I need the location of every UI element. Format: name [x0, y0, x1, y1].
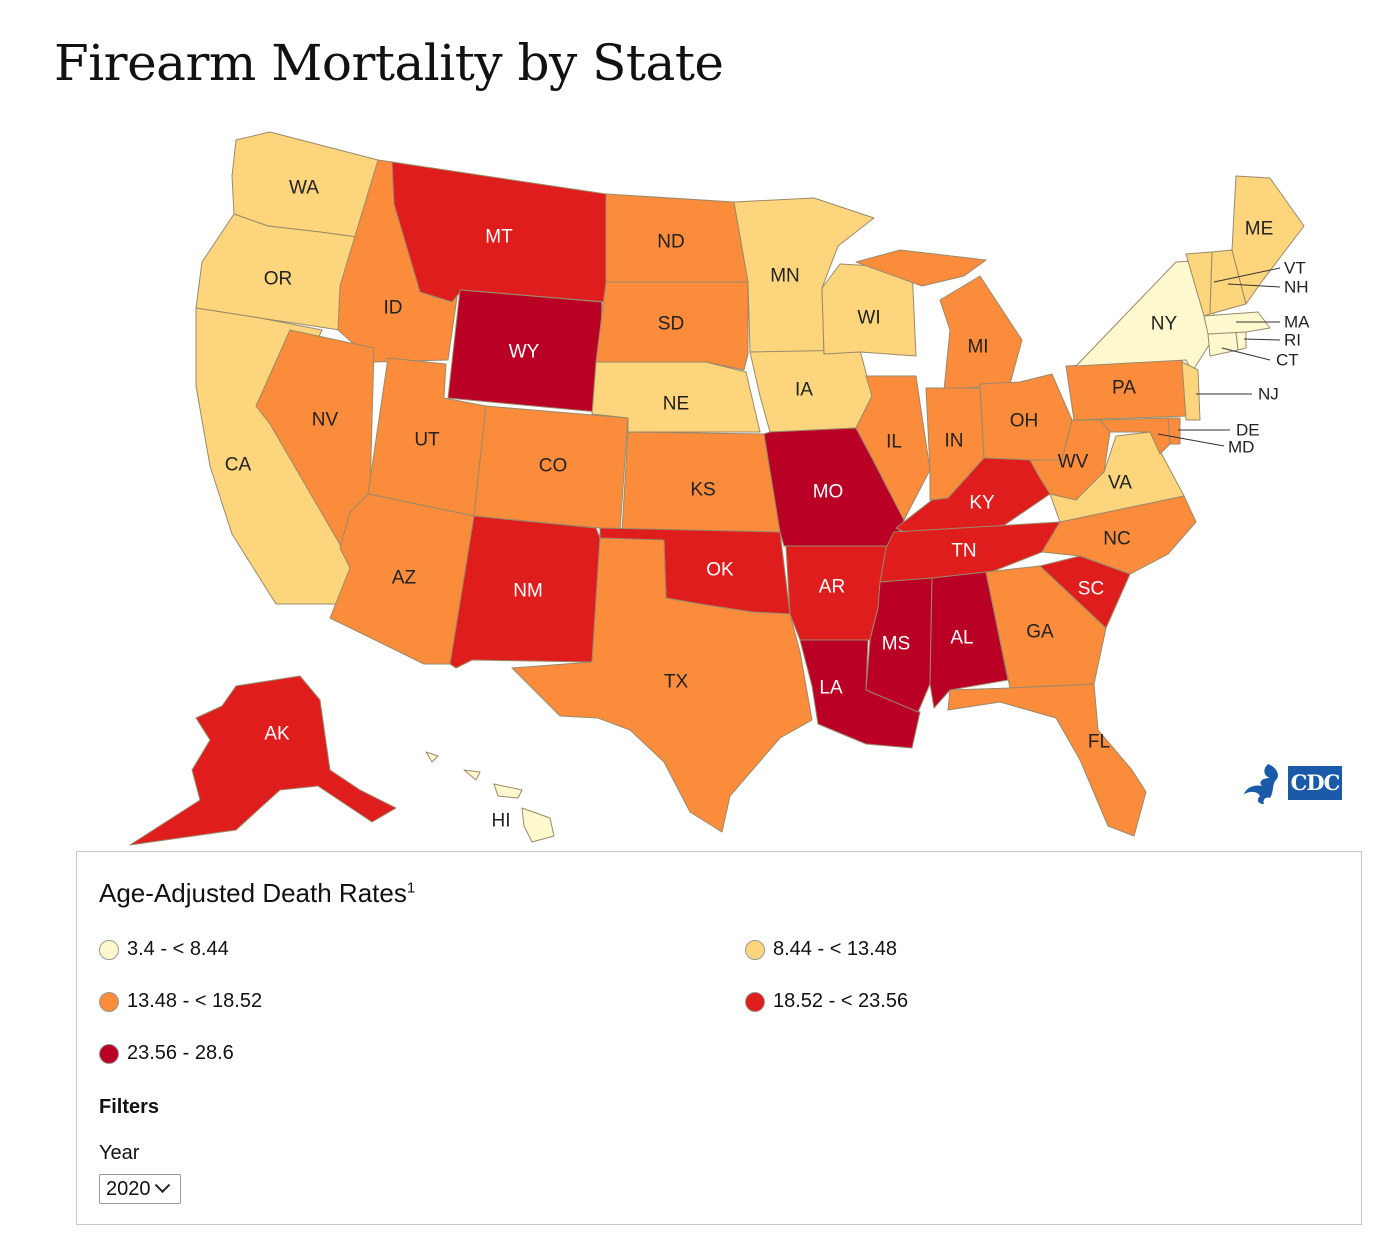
state-label-mt: MT [485, 227, 513, 248]
legend-title: Age-Adjusted Death Rates1 [99, 878, 416, 908]
state-label-ut: UT [414, 430, 440, 451]
state-tx[interactable] [511, 537, 813, 833]
state-label-nh: NH [1284, 278, 1309, 297]
legend-swatch [99, 1043, 119, 1064]
footnote-marker: 1 [406, 879, 416, 897]
state-label-va: VA [1108, 473, 1132, 494]
state-label-wv: WV [1058, 452, 1089, 473]
state-ri[interactable] [1235, 331, 1247, 351]
state-nj[interactable] [1181, 361, 1201, 421]
state-wi[interactable] [821, 263, 917, 357]
state-mi[interactable] [939, 275, 1023, 391]
state-label-me: ME [1245, 219, 1274, 240]
state-label-or: OR [264, 269, 293, 290]
state-ct[interactable] [1207, 331, 1239, 357]
state-label-tn: TN [951, 541, 976, 562]
page-title: Firearm Mortality by State [54, 34, 724, 92]
state-label-wy: WY [509, 342, 540, 363]
state-label-ga: GA [1026, 622, 1054, 643]
state-label-ia: IA [795, 380, 813, 401]
state-label-wi: WI [857, 308, 880, 329]
state-label-mn: MN [770, 266, 800, 287]
northeast-callouts [1157, 267, 1281, 447]
state-il[interactable] [855, 375, 931, 521]
state-nm[interactable] [449, 515, 601, 669]
state-label-pa: PA [1112, 378, 1136, 399]
state-label-nj: NJ [1258, 385, 1279, 404]
state-nc[interactable] [1041, 495, 1197, 575]
state-label-la: LA [819, 678, 843, 699]
state-label-mi: MI [967, 337, 988, 358]
legend-label: 3.4 - < 8.44 [127, 938, 229, 960]
legend-item-2: 8.44 - < 13.48 [745, 938, 897, 961]
state-label-ma: MA [1284, 313, 1310, 332]
state-label-de: DE [1236, 421, 1260, 440]
state-label-in: IN [945, 431, 964, 452]
state-label-az: AZ [392, 568, 417, 589]
legend-item-5: 23.56 - 28.6 [99, 1042, 234, 1065]
state-label-ca: CA [225, 455, 252, 476]
state-label-ks: KS [690, 480, 715, 501]
state-ak[interactable] [129, 675, 397, 846]
state-label-ny: NY [1151, 314, 1178, 335]
state-hi[interactable] [425, 751, 555, 843]
chevron-down-icon [154, 1176, 170, 1193]
state-label-id: ID [384, 298, 403, 319]
state-label-oh: OH [1010, 411, 1039, 432]
state-label-tx: TX [664, 672, 689, 693]
year-label: Year [99, 1142, 140, 1164]
state-label-nv: NV [312, 410, 339, 431]
state-label-vt: VT [1284, 259, 1306, 278]
state-label-ak: AK [264, 724, 290, 745]
state-label-ms: MS [882, 634, 911, 655]
state-label-ri: RI [1284, 331, 1301, 350]
legend-label: 18.52 - < 23.56 [773, 990, 909, 1012]
year-value: 2020 [106, 1177, 151, 1200]
legend-item-3: 13.48 - < 18.52 [99, 990, 262, 1013]
state-label-ok: OK [706, 560, 734, 581]
state-fl[interactable] [947, 683, 1147, 837]
state-mi-upper-peninsula[interactable] [855, 249, 987, 287]
state-label-sd: SD [658, 314, 684, 335]
state-label-il: IL [886, 432, 902, 453]
legend-swatch [99, 939, 119, 960]
state-label-ar: AR [819, 577, 845, 598]
legend-label: 23.56 - 28.6 [127, 1042, 234, 1064]
legend-panel: Age-Adjusted Death Rates1 3.4 - < 8.44 8… [76, 851, 1362, 1225]
state-label-fl: FL [1088, 732, 1110, 753]
state-label-ne: NE [663, 394, 689, 415]
legend-label: 13.48 - < 18.52 [127, 990, 263, 1012]
state-label-md: MD [1228, 438, 1254, 457]
hhs-eagle-icon [1244, 764, 1278, 804]
state-label-nd: ND [657, 232, 684, 253]
filters-heading: Filters [99, 1096, 160, 1118]
state-la[interactable] [799, 639, 921, 749]
state-ga[interactable] [985, 565, 1107, 689]
state-label-ky: KY [969, 493, 995, 514]
state-label-al: AL [950, 628, 973, 649]
state-wv[interactable] [1029, 419, 1111, 501]
state-label-hi: HI [492, 811, 511, 832]
state-md[interactable] [1099, 417, 1171, 455]
state-ne[interactable] [591, 361, 761, 433]
legend-swatch [745, 991, 765, 1012]
state-label-nm: NM [513, 581, 543, 602]
state-ma[interactable] [1203, 311, 1271, 335]
cdc-logo: CDC [1240, 760, 1344, 808]
legend-label: 8.44 - < 13.48 [773, 938, 897, 960]
state-label-wa: WA [289, 178, 319, 199]
year-select[interactable]: 2020 [99, 1174, 181, 1204]
state-label-nc: NC [1103, 529, 1130, 550]
cdc-wordmark: CDC [1288, 766, 1342, 800]
legend-item-1: 3.4 - < 8.44 [99, 938, 229, 961]
state-label-co: CO [539, 456, 568, 477]
legend-swatch [99, 991, 119, 1012]
state-label-mo: MO [813, 482, 844, 503]
state-me[interactable] [1231, 175, 1305, 305]
state-label-ct: CT [1276, 351, 1299, 370]
us-choropleth-map: WA OR CA ID NV UT AZ MT WY CO NM ND SD NE KS OK TX MN IA MO… [129, 131, 1310, 846]
legend-swatch [745, 939, 765, 960]
state-label-sc: SC [1078, 579, 1104, 600]
legend-item-4: 18.52 - < 23.56 [745, 990, 908, 1013]
